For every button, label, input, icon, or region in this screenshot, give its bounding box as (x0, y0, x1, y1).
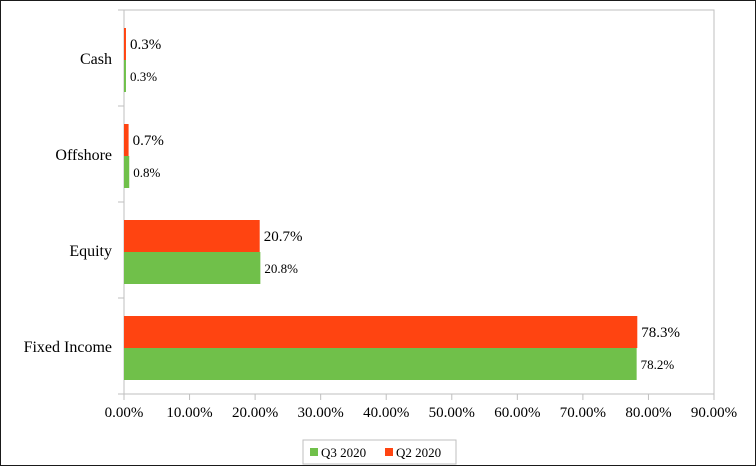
bar-q2-2020 (124, 316, 638, 348)
x-axis-tick-label: 80.00% (625, 405, 671, 421)
x-axis-tick-label: 10.00% (166, 405, 212, 421)
data-label-q3-2020: 0.3% (130, 69, 157, 84)
bar-q2-2020 (124, 124, 129, 156)
x-axis-tick-label: 30.00% (298, 405, 344, 421)
category-label: Cash (80, 51, 112, 68)
bar-q3-2020 (124, 348, 637, 380)
data-label-q2-2020: 78.3% (641, 325, 680, 341)
bar-q3-2020 (124, 60, 126, 92)
x-axis-tick-label: 60.00% (494, 405, 540, 421)
bar-q3-2020 (124, 156, 130, 188)
x-axis-tick-label: 70.00% (560, 405, 606, 421)
x-axis-tick-label: 50.00% (429, 405, 475, 421)
bar-q2-2020 (124, 28, 126, 60)
bar-q3-2020 (124, 252, 261, 284)
data-label-q2-2020: 0.3% (130, 37, 161, 53)
bar-q2-2020 (124, 220, 260, 252)
category-label: Equity (69, 243, 112, 260)
category-label: Offshore (55, 147, 112, 164)
legend-box (302, 439, 457, 465)
data-label-q3-2020: 20.8% (264, 261, 298, 276)
x-axis-tick-label: 0.00% (105, 405, 144, 421)
legend-label: Q2 2020 (396, 445, 441, 460)
legend-swatch (385, 448, 393, 456)
legend-swatch (310, 448, 318, 456)
legend-label: Q3 2020 (321, 445, 366, 460)
data-label-q3-2020: 78.2% (641, 357, 675, 372)
x-axis-tick-label: 20.00% (232, 405, 278, 421)
category-label: Fixed Income (24, 339, 112, 356)
x-axis-tick-label: 90.00% (691, 405, 737, 421)
data-label-q2-2020: 20.7% (264, 229, 303, 245)
data-label-q2-2020: 0.7% (133, 133, 164, 149)
x-axis-tick-label: 40.00% (363, 405, 409, 421)
data-label-q3-2020: 0.8% (133, 165, 160, 180)
